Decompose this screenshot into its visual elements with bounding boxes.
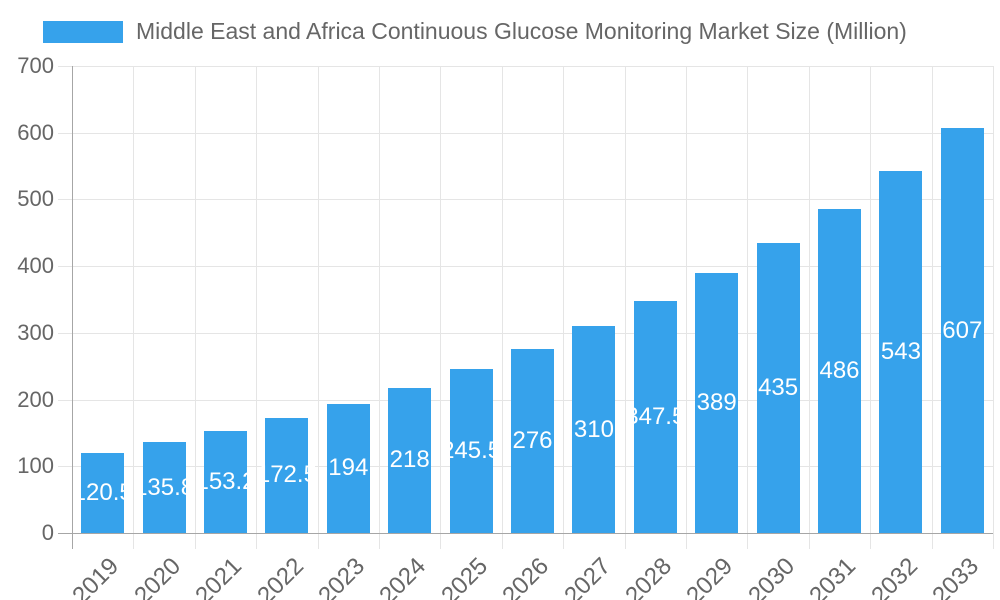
x-tick-label: 2026 (497, 552, 555, 600)
h-gridline (58, 132, 993, 134)
bar-2023[interactable]: 194 (326, 403, 370, 533)
bar-2028[interactable]: 347.5 (625, 301, 685, 533)
v-gridline (870, 66, 872, 549)
v-gridline (808, 66, 810, 549)
bar-value-label: 194 (328, 454, 369, 482)
y-tick-label: 700 (17, 53, 54, 78)
x-tick-label: 2021 (190, 552, 248, 600)
h-gridline (58, 66, 993, 67)
y-tick-label: 300 (17, 319, 54, 345)
y-axis-line (72, 66, 73, 549)
x-tick-label: 2024 (374, 552, 432, 600)
v-gridline (686, 66, 687, 549)
bar-value-label: 120.5 (72, 478, 133, 506)
bar-value-label: 276 (512, 426, 553, 454)
y-tick-label: 600 (17, 119, 54, 145)
bar-value-label: 153.2 (195, 467, 256, 495)
bar-value-label: 607 (942, 316, 983, 344)
h-gridline (58, 199, 993, 201)
x-tick-label: 2027 (558, 552, 616, 600)
bar-value-label: 389 (696, 389, 737, 417)
x-tick-label: 2022 (251, 552, 309, 600)
v-gridline (133, 66, 135, 549)
x-tick-label: 2032 (865, 552, 923, 600)
bar-value-label: 172.5 (256, 461, 317, 489)
y-tick-label: 200 (17, 386, 54, 412)
bar-value-label: 486 (819, 356, 860, 384)
bar-2021[interactable]: 153.2 (195, 430, 256, 533)
h-gridline (58, 332, 993, 334)
bar-2032[interactable]: 543 (879, 170, 923, 533)
bar-2033[interactable]: 607 (940, 128, 984, 533)
h-gridline (58, 266, 993, 268)
bar-2020[interactable]: 135.8 (134, 442, 194, 533)
v-gridline (993, 66, 994, 549)
v-gridline (440, 66, 442, 549)
bar-value-label: 245.5 (441, 437, 502, 465)
y-tick-label: 400 (17, 253, 54, 279)
bar-2026[interactable]: 276 (511, 348, 554, 533)
v-gridline (317, 66, 319, 549)
v-gridline (379, 66, 380, 549)
bar-value-label: 435 (758, 373, 799, 401)
v-gridline (931, 66, 933, 549)
bar-value-label: 135.8 (134, 473, 195, 501)
x-axis-labels: 2019 2020 2021 2022 2023 2024 2025 2026 2027 2028… (67, 550, 993, 600)
v-gridline (747, 66, 749, 549)
x-tick-label: 2033 (927, 552, 984, 600)
v-gridline (501, 66, 503, 549)
bar-value-label: 543 (880, 337, 921, 365)
bar-value-label: 310 (573, 415, 614, 443)
legend-swatch-icon (43, 20, 123, 43)
x-tick-label: 2028 (620, 552, 677, 600)
x-tick-label: 2029 (681, 552, 739, 600)
x-tick-label: 2031 (804, 552, 862, 600)
x-axis-line (58, 533, 993, 534)
bar-2031[interactable]: 486 (818, 208, 861, 533)
bar-value-label: 218 (389, 446, 430, 474)
bar-2029[interactable]: 389 (695, 273, 739, 533)
x-tick-label: 2025 (435, 552, 493, 600)
bar-2025[interactable]: 245.5 (441, 369, 501, 533)
y-tick-label: 500 (17, 186, 54, 212)
bar-2030[interactable]: 435 (756, 242, 800, 533)
y-tick-label: 100 (17, 453, 54, 479)
bar-2027[interactable]: 310 (572, 326, 616, 533)
chart-title: Middle East and Africa Continuous Glucos… (136, 18, 907, 44)
x-tick-label: 2019 (67, 552, 125, 600)
bar-2019[interactable]: 120.5 (73, 452, 133, 533)
bar-2022[interactable]: 172.5 (257, 417, 317, 533)
bar-2024[interactable]: 218 (388, 387, 432, 533)
v-gridline (194, 66, 196, 549)
y-axis-labels: 0 100 200 300 400 500 600 700 (0, 55, 54, 544)
v-gridline (563, 66, 565, 549)
plot-area: 120.5 135.8 153.2 172.5 194 218 245.5 276 310 347… (58, 66, 994, 549)
legend[interactable]: Middle East and Africa Continuous Glucos… (43, 18, 907, 46)
bar-value-label: 347.5 (625, 403, 686, 431)
y-tick-label: 0 (41, 520, 54, 545)
v-gridline (256, 66, 258, 549)
x-tick-label: 2030 (742, 552, 800, 600)
v-gridline (624, 66, 626, 549)
x-tick-label: 2020 (128, 552, 186, 600)
x-tick-label: 2023 (313, 552, 370, 600)
